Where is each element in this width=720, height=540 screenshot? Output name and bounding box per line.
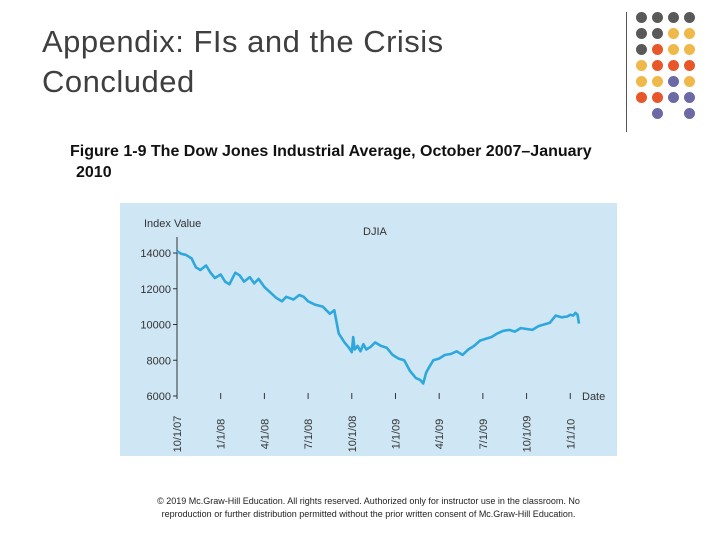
decorative-dot	[684, 92, 695, 103]
figure-caption: Figure 1-9 The Dow Jones Industrial Aver…	[70, 141, 690, 183]
decorative-dot	[684, 60, 695, 71]
y-tick-label: 6000	[147, 391, 171, 403]
slide-title-line-1: Appendix: FIs and the Crisis	[42, 24, 444, 59]
x-tick-label: 4/1/08	[259, 419, 271, 450]
decorative-dot	[668, 28, 679, 39]
title-divider	[626, 12, 627, 132]
copyright-line-1: © 2019 Mc.Graw-Hill Education. All right…	[157, 496, 580, 506]
decorative-dot	[636, 76, 647, 87]
x-tick-label: 10/1/08	[347, 416, 359, 453]
djia-chart: Index Value DJIA Date 14000 12000 10000 800…	[120, 203, 617, 456]
x-tick-label: 1/1/10	[565, 419, 577, 450]
x-axis-title: Date	[582, 391, 605, 403]
x-tick-label: 10/1/07	[172, 416, 184, 453]
decorative-dot	[652, 92, 663, 103]
decorative-dot	[652, 60, 663, 71]
decorative-dot	[668, 12, 679, 23]
decorative-dot	[668, 44, 679, 55]
decorative-dot	[684, 44, 695, 55]
decorative-dot	[684, 76, 695, 87]
x-tick-label: 1/1/09	[390, 419, 402, 450]
y-tick-label: 14000	[140, 248, 171, 260]
slide-title: Appendix: FIs and the Crisis Concluded	[42, 22, 602, 102]
decorative-dot	[652, 12, 663, 23]
x-tick-label: 1/1/08	[216, 419, 228, 450]
y-tick-label: 8000	[147, 355, 171, 367]
decorative-dot	[636, 12, 647, 23]
decorative-dot	[652, 44, 663, 55]
decorative-dot	[652, 28, 663, 39]
chart-background	[120, 203, 617, 456]
decorative-dot	[652, 76, 663, 87]
decorative-dot	[636, 28, 647, 39]
y-axis-title: Index Value	[144, 218, 201, 230]
chart-title: DJIA	[363, 226, 388, 238]
decorative-dot	[684, 12, 695, 23]
y-tick-label: 10000	[140, 320, 171, 332]
figure-caption-line-1: Figure 1-9 The Dow Jones Industrial Aver…	[70, 143, 592, 160]
decorative-dot	[652, 108, 663, 119]
decorative-dot	[636, 44, 647, 55]
copyright-line-2: reproduction or further distribution per…	[161, 509, 576, 519]
x-tick-label: 10/1/09	[522, 416, 534, 453]
decorative-dot	[668, 76, 679, 87]
x-tick-label: 7/1/09	[478, 419, 490, 450]
slide-title-line-2: Concluded	[42, 64, 195, 99]
copyright-footer: © 2019 Mc.Graw-Hill Education. All right…	[120, 495, 617, 521]
x-tick-label: 7/1/08	[303, 419, 315, 450]
y-tick-label: 12000	[140, 284, 171, 296]
decorative-dot-grid	[636, 12, 720, 122]
series-line-djia	[176, 250, 581, 385]
decorative-dot	[668, 60, 679, 71]
decorative-dot	[684, 108, 695, 119]
x-tick-label: 4/1/09	[434, 419, 446, 450]
decorative-dot	[684, 28, 695, 39]
decorative-dot	[668, 92, 679, 103]
decorative-dot	[636, 60, 647, 71]
figure-caption-line-2: 2010	[76, 164, 112, 181]
decorative-dot	[636, 92, 647, 103]
